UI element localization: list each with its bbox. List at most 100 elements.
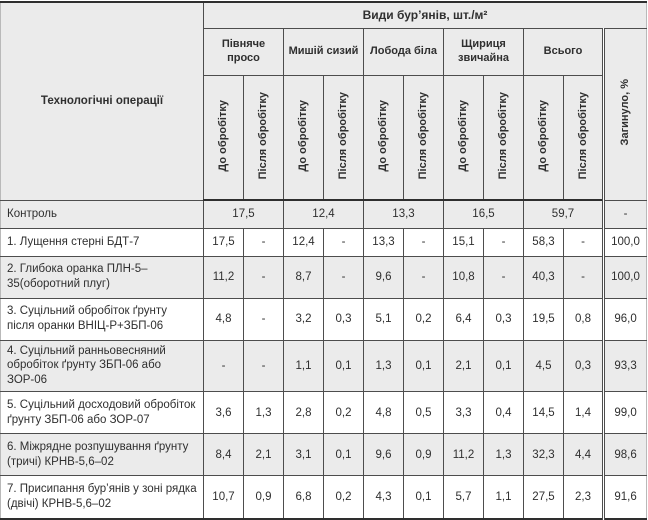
cell-value: 0,8 (563, 297, 604, 341)
sub-header-after: Після обробітку (403, 74, 444, 201)
cell-value: - (243, 339, 284, 393)
cell-value: 27,5 (523, 475, 564, 520)
cell-value: 32,3 (523, 433, 564, 477)
cell-value: - (243, 255, 284, 299)
cell-value: 0,5 (403, 391, 444, 435)
cell-value: 3,1 (283, 433, 324, 477)
cell-value: 0,1 (403, 339, 444, 393)
group-header-shchyrytsia: Щириця звичайна (443, 27, 524, 76)
cell-value: 0,3 (323, 297, 364, 341)
cell-died: 100,0 (601, 227, 648, 257)
cell-value: - (403, 255, 444, 299)
cell-value: - (403, 227, 444, 257)
cell-value: 13,3 (363, 227, 404, 257)
row-label: 7. Присипання бур’янів у зоні рядка (дві… (0, 475, 204, 520)
cell-value: 0,3 (563, 339, 604, 393)
cell-died: 93,3 (601, 339, 648, 393)
cell-value: 3,3 (443, 391, 484, 435)
row-label: 2. Глибока оранка ПЛН-5–35(оборотний плу… (0, 255, 204, 299)
cell-value: 6,8 (283, 475, 324, 520)
table-row: 4. Суцільний ранньовесняний обробіток ґр… (0, 339, 648, 393)
cell-value: 40,3 (523, 255, 564, 299)
table-row: 2. Глибока оранка ПЛН-5–35(оборотний плу… (0, 255, 648, 299)
row-label: 1. Лущення стерні БДТ-7 (0, 227, 204, 257)
row-label: 5. Суцільний досходовий обробіток ґрунту… (0, 391, 204, 435)
cell-value: 11,2 (203, 255, 244, 299)
table-row: 1. Лущення стерні БДТ-7 17,5 - 12,4 - 13… (0, 227, 648, 257)
cell-value: 4,3 (363, 475, 404, 520)
sub-header-after: Після обробітку (323, 74, 364, 201)
cell-value: - (323, 255, 364, 299)
cell-died: 100,0 (601, 255, 648, 299)
cell-value: 4,4 (563, 433, 604, 477)
cell-value: 12,4 (283, 227, 324, 257)
group-header-pivnyache-proso: Півняче просо (203, 27, 284, 76)
cell-value: 5,1 (363, 297, 404, 341)
group-header-myshii-syzyi: Мишій сизий (283, 27, 364, 76)
cell-died: - (601, 199, 648, 229)
cell-value: 3,6 (203, 391, 244, 435)
cell-value: 0,4 (483, 391, 524, 435)
row-label: 6. Міжрядне розпушування ґрунту (тричі) … (0, 433, 204, 477)
cell-value: 5,7 (443, 475, 484, 520)
cell-value: 15,1 (443, 227, 484, 257)
top-header: Види бур’янів, шт./м² (202, 1, 648, 29)
cell-value: 12,4 (283, 199, 364, 229)
cell-value: 2,8 (283, 391, 324, 435)
cell-died: 91,6 (601, 475, 648, 520)
cell-value: - (243, 297, 284, 341)
died-header: Загинуло, % (601, 27, 648, 201)
cell-value: 0,3 (483, 297, 524, 341)
cell-value: 0,2 (323, 391, 364, 435)
cell-value: 17,5 (203, 199, 284, 229)
sub-header-after: Після обробітку (483, 74, 524, 201)
cell-value: 0,1 (323, 433, 364, 477)
cell-value: - (563, 227, 604, 257)
cell-value: 0,2 (323, 475, 364, 520)
group-header-loboda-bila: Лобода біла (363, 27, 444, 76)
cell-value: - (563, 255, 604, 299)
cell-value: 9,6 (363, 255, 404, 299)
cell-died: 98,6 (601, 433, 648, 477)
sub-header-before: До обробітку (203, 74, 244, 201)
cell-value: 0,9 (403, 433, 444, 477)
cell-value: 1,1 (483, 475, 524, 520)
cell-value: 6,4 (443, 297, 484, 341)
sub-header-before: До обробітку (363, 74, 404, 201)
cell-value: 16,5 (443, 199, 524, 229)
table-row: 7. Присипання бур’янів у зоні рядка (дві… (0, 475, 648, 520)
cell-value: 0,9 (243, 475, 284, 520)
cell-value: 14,5 (523, 391, 564, 435)
cell-value: 9,6 (363, 433, 404, 477)
cell-value: 1,1 (283, 339, 324, 393)
row-label: 4. Суцільний ранньовесняний обробіток ґр… (0, 339, 204, 393)
cell-value: 1,3 (243, 391, 284, 435)
cell-value: - (323, 227, 364, 257)
cell-value: 13,3 (363, 199, 444, 229)
table-row: 5. Суцільний досходовий обробіток ґрунту… (0, 391, 648, 435)
cell-died: 99,0 (601, 391, 648, 435)
cell-value: 0,2 (403, 297, 444, 341)
cell-value: 1,3 (363, 339, 404, 393)
cell-value: - (483, 255, 524, 299)
cell-value: 0,1 (483, 339, 524, 393)
cell-value: 4,5 (523, 339, 564, 393)
cell-value: 2,3 (563, 475, 604, 520)
cell-value: 10,8 (443, 255, 484, 299)
cell-value: 8,4 (203, 433, 244, 477)
cell-value: 19,5 (523, 297, 564, 341)
cell-value: 2,1 (443, 339, 484, 393)
sub-header-after: Після обробітку (563, 74, 604, 201)
corner-header: Технологічні операції (0, 1, 204, 201)
cell-value: 4,8 (203, 297, 244, 341)
cell-value: 17,5 (203, 227, 244, 257)
table-row: 6. Міжрядне розпушування ґрунту (тричі) … (0, 433, 648, 477)
cell-value: 10,7 (203, 475, 244, 520)
cell-value: 8,7 (283, 255, 324, 299)
cell-value: - (243, 227, 284, 257)
cell-value: 0,1 (323, 339, 364, 393)
cell-value: 11,2 (443, 433, 484, 477)
cell-died: 96,0 (601, 297, 648, 341)
